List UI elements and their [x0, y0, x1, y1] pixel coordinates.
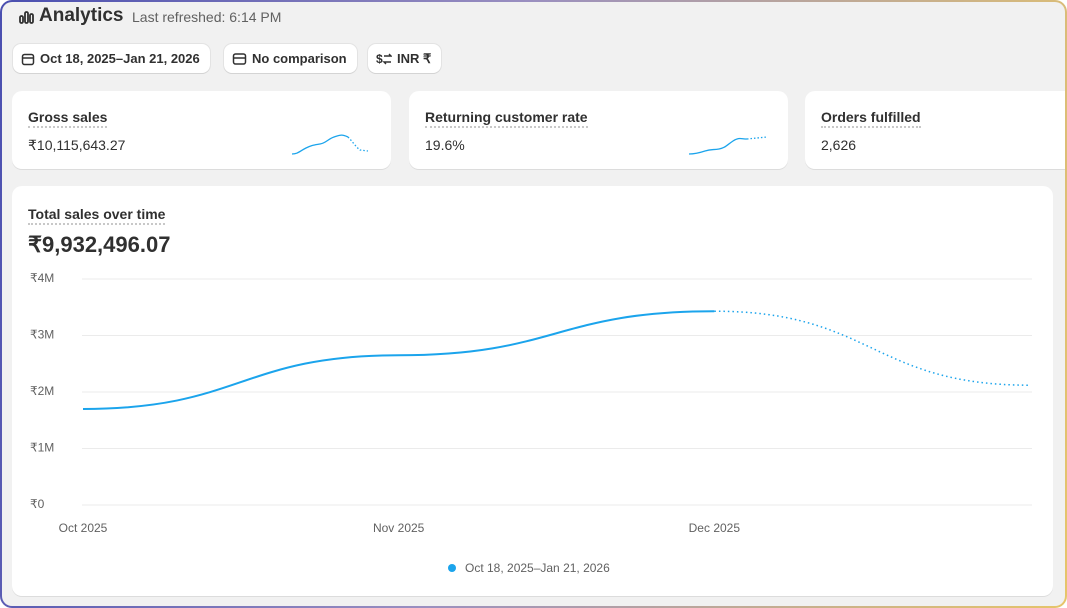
metric-value: ₹10,115,643.27 — [28, 137, 126, 153]
y-tick-label: ₹1M — [30, 441, 54, 455]
x-tick-label: Oct 2025 — [59, 521, 108, 535]
currency-icon: $ — [376, 52, 392, 66]
svg-text:$: $ — [376, 52, 383, 66]
compare-icon — [232, 52, 247, 65]
sparkline — [291, 134, 369, 155]
chart: ₹0 ₹1M ₹2M ₹3M ₹4M Oct 2025 Nov 2025 Dec 2025 Oc… — [30, 271, 1032, 575]
currency-button[interactable]: $ INR ₹ — [368, 44, 442, 73]
metric-card[interactable]: Gross sales ₹10,115,643.27 — [12, 91, 391, 169]
y-tick-label: ₹3M — [30, 328, 54, 342]
sparkline — [688, 136, 768, 155]
chart-title: Total sales over time — [28, 206, 166, 225]
calendar-icon — [21, 53, 35, 65]
metric-card[interactable]: Orders fulfilled 2,626 — [805, 91, 1065, 169]
button-label: INR ₹ — [397, 50, 432, 66]
last-refreshed: Last refreshed: 6:14 PM — [132, 9, 282, 25]
button-label: No comparison — [252, 51, 347, 66]
y-tick-label: ₹4M — [30, 271, 54, 285]
button-label: Oct 18, 2025–Jan 21, 2026 — [40, 51, 200, 66]
legend-label: Oct 18, 2025–Jan 21, 2026 — [465, 561, 610, 575]
analytics-icon — [19, 11, 34, 24]
y-tick-label: ₹2M — [30, 384, 54, 398]
series-line-partial — [714, 310, 1031, 386]
chart-card: Total sales over time ₹9,932,496.07 ₹0 ₹1… — [12, 186, 1053, 596]
date-range-button[interactable]: Oct 18, 2025–Jan 21, 2026 — [13, 44, 210, 73]
metric-value: 19.6% — [425, 137, 465, 153]
metric-value: 2,626 — [821, 137, 857, 153]
metric-card[interactable]: Returning customer rate 19.6% — [409, 91, 788, 169]
series-line — [82, 310, 715, 410]
chart-total: ₹9,932,496.07 — [28, 232, 171, 257]
metric-label: Returning customer rate — [425, 109, 588, 128]
y-tick-label: ₹0 — [30, 497, 45, 511]
x-tick-label: Dec 2025 — [689, 521, 741, 535]
metric-label: Gross sales — [28, 109, 108, 128]
metric-label: Orders fulfilled — [821, 109, 921, 128]
comparison-button[interactable]: No comparison — [224, 44, 357, 73]
page-title: Analytics — [39, 5, 124, 26]
x-tick-label: Nov 2025 — [373, 521, 425, 535]
legend-marker — [448, 564, 456, 572]
